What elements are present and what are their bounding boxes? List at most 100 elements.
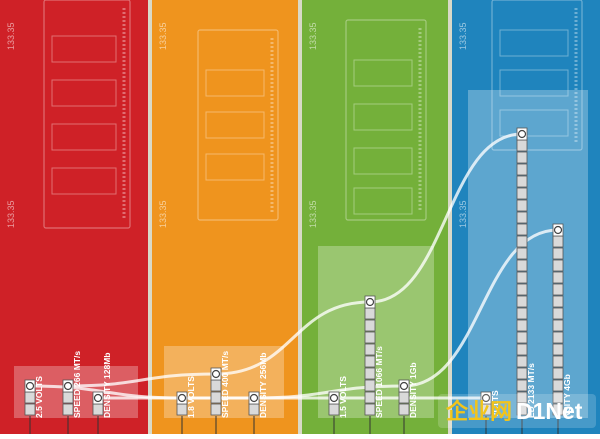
spec-block <box>552 319 564 332</box>
spec-block <box>516 199 528 212</box>
speed-curve <box>215 300 371 376</box>
spec-block <box>210 403 222 416</box>
memory-chip-outline <box>353 147 413 175</box>
spec-block <box>516 355 528 368</box>
stack-node <box>249 393 259 403</box>
spec-block <box>364 331 376 344</box>
spec-block <box>516 295 528 308</box>
memory-chip-outline <box>51 123 117 151</box>
stack-node <box>177 393 187 403</box>
panel-label: 133.35 <box>6 200 16 228</box>
spec-block <box>552 259 564 272</box>
memory-chip-outline <box>353 187 413 215</box>
spec-block <box>24 403 36 416</box>
memory-chip-outline <box>51 167 117 195</box>
panel-label: 133.35 <box>6 22 16 50</box>
density-label: NSITY 4Gb <box>562 374 572 418</box>
spec-block <box>516 187 528 200</box>
stack-node <box>481 393 491 403</box>
panel-size-labels: 133.35 133.35 133.35 133.35 133.35 133.3… <box>6 22 468 228</box>
memory-chip-outline <box>205 111 265 139</box>
spec-block <box>364 379 376 392</box>
spec-block <box>516 391 528 404</box>
panel-label: 133.35 <box>458 22 468 50</box>
volts-label: 1.5 VOLTS <box>338 376 348 418</box>
spec-block <box>516 151 528 164</box>
spec-block <box>516 319 528 332</box>
density-curve <box>403 228 559 388</box>
watermark-brand: D1Net <box>516 398 583 424</box>
memory-chip-outline <box>51 79 117 107</box>
speed-label: SPEED 1066 MT/s <box>374 346 384 418</box>
module-outline <box>43 0 131 229</box>
panel-label: 133.35 <box>158 200 168 228</box>
spec-block <box>516 211 528 224</box>
panel-label: 133.35 <box>158 22 168 50</box>
stack-node <box>25 381 35 391</box>
panel-label: 133.35 <box>308 200 318 228</box>
spec-block <box>552 343 564 356</box>
spec-highlight-box <box>468 90 588 418</box>
spec-block <box>516 235 528 248</box>
spec-block <box>552 355 564 368</box>
spec-block <box>552 247 564 260</box>
stack-node <box>93 393 103 403</box>
spec-block <box>516 163 528 176</box>
stack-node <box>399 381 409 391</box>
speed-curve <box>67 372 217 388</box>
watermark-cn: 企业网 <box>445 399 512 424</box>
spec-block <box>364 307 376 320</box>
density-label: DENSITY 1Gb <box>408 362 418 418</box>
spec-block <box>516 139 528 152</box>
spec-block <box>516 367 528 380</box>
spec-block <box>516 223 528 236</box>
speed-label: ED 2133 MT/s <box>526 363 536 418</box>
watermark: 企业网 D1Net <box>438 394 596 428</box>
spec-block <box>552 235 564 248</box>
spec-block <box>516 307 528 320</box>
stack-node <box>329 393 339 403</box>
memory-module-outlines <box>43 0 583 229</box>
spec-block <box>516 403 528 416</box>
spec-block <box>516 271 528 284</box>
spec-block <box>364 391 376 404</box>
spec-block <box>552 379 564 392</box>
density-label: DENSITY 256Mb <box>258 352 268 418</box>
spec-block <box>364 343 376 356</box>
spec-block <box>552 295 564 308</box>
spec-block <box>364 319 376 332</box>
spec-labels: 2.5 VOLTS SPEED 266 MT/s DENSITY 128Mb 1.8 … <box>34 346 572 418</box>
volts-label: 2.5 VOLTS <box>34 376 44 418</box>
panel-divider <box>448 0 452 434</box>
connector-curves <box>29 132 559 400</box>
memory-chip-outline <box>499 69 569 97</box>
spec-block <box>516 379 528 392</box>
panel-label: 133.35 <box>458 200 468 228</box>
stack-node <box>517 129 527 139</box>
stack-node <box>63 381 73 391</box>
volts-label: VOLTS <box>490 390 500 418</box>
spec-block-stacks <box>24 127 564 434</box>
spec-block <box>516 259 528 272</box>
panel-divider <box>148 0 152 434</box>
memory-chip-outline <box>353 59 413 87</box>
spec-block <box>552 403 564 416</box>
spec-block <box>552 283 564 296</box>
stack-node <box>211 369 221 379</box>
spec-block <box>516 247 528 260</box>
spec-block <box>364 367 376 380</box>
memory-chip-outline <box>353 103 413 131</box>
stack-node <box>553 225 563 235</box>
watermark-badge <box>438 394 596 428</box>
spec-block <box>516 331 528 344</box>
spec-block <box>398 403 410 416</box>
spec-block <box>364 403 376 416</box>
spec-block <box>552 271 564 284</box>
density-label: DENSITY 128Mb <box>102 352 112 418</box>
panel-divider <box>298 0 302 434</box>
spec-block <box>516 343 528 356</box>
module-outline <box>197 29 279 221</box>
spec-block <box>552 331 564 344</box>
spec-block <box>552 307 564 320</box>
